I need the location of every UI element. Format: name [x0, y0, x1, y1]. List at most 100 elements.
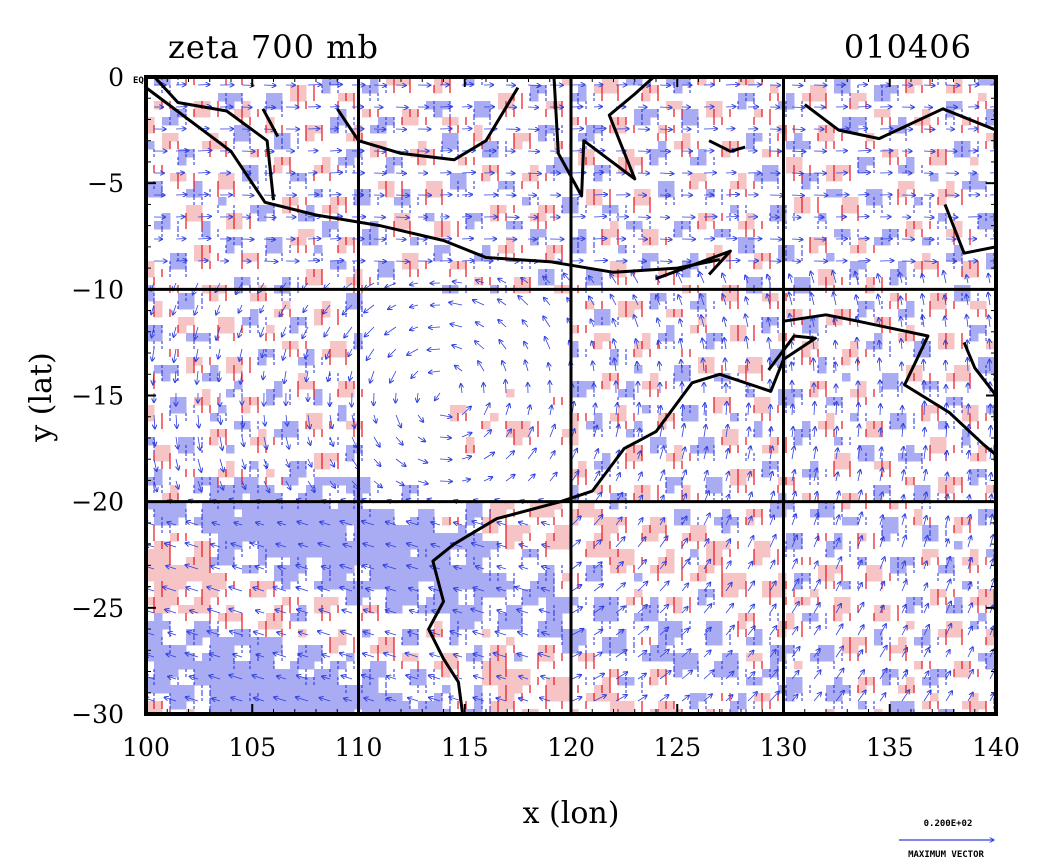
negative-vorticity-cell — [834, 541, 843, 550]
positive-vorticity-cell — [874, 429, 883, 438]
negative-vorticity-cell — [298, 357, 307, 366]
positive-vorticity-cell — [618, 117, 627, 126]
negative-vorticity-cell — [418, 525, 427, 534]
negative-vorticity-cell — [418, 701, 427, 710]
positive-vorticity-cell — [554, 677, 563, 686]
negative-vorticity-cell — [298, 605, 307, 614]
negative-vorticity-cell — [370, 77, 379, 86]
negative-vorticity-cell — [890, 709, 899, 714]
positive-vorticity-cell — [978, 445, 987, 454]
positive-vorticity-cell — [306, 277, 315, 286]
negative-vorticity-cell — [282, 517, 291, 526]
positive-vorticity-cell — [506, 501, 515, 510]
positive-vorticity-cell — [298, 373, 307, 382]
positive-vorticity-cell — [394, 221, 403, 230]
negative-vorticity-cell — [290, 701, 299, 710]
positive-vorticity-cell — [226, 173, 235, 182]
negative-vorticity-cell — [202, 677, 211, 686]
positive-vorticity-cell — [522, 677, 531, 686]
positive-vorticity-cell — [962, 661, 971, 670]
negative-vorticity-cell — [866, 197, 875, 206]
positive-vorticity-cell — [194, 597, 203, 606]
negative-vorticity-cell — [730, 709, 739, 714]
positive-vorticity-cell — [306, 133, 315, 142]
positive-vorticity-cell — [546, 205, 555, 214]
negative-vorticity-cell — [810, 461, 819, 470]
positive-vorticity-cell — [274, 165, 283, 174]
negative-vorticity-cell — [738, 93, 747, 102]
positive-vorticity-cell — [162, 605, 171, 614]
negative-vorticity-cell — [466, 509, 475, 518]
positive-vorticity-cell — [402, 117, 411, 126]
positive-vorticity-cell — [842, 461, 851, 470]
negative-vorticity-cell — [298, 525, 307, 534]
positive-vorticity-cell — [202, 389, 211, 398]
positive-vorticity-cell — [818, 277, 827, 286]
negative-vorticity-cell — [818, 645, 827, 654]
negative-vorticity-cell — [658, 621, 667, 630]
negative-vorticity-cell — [722, 517, 731, 526]
negative-vorticity-cell — [210, 685, 219, 694]
negative-vorticity-cell — [378, 269, 387, 278]
negative-vorticity-cell — [250, 493, 259, 502]
negative-vorticity-cell — [394, 693, 403, 702]
negative-vorticity-cell — [866, 453, 875, 462]
positive-vorticity-cell — [770, 85, 779, 94]
negative-vorticity-cell — [226, 517, 235, 526]
positive-vorticity-cell — [842, 349, 851, 358]
negative-vorticity-cell — [594, 125, 603, 134]
positive-vorticity-cell — [786, 613, 795, 622]
negative-vorticity-cell — [698, 437, 707, 446]
negative-vorticity-cell — [658, 141, 667, 150]
negative-vorticity-cell — [610, 613, 619, 622]
negative-vorticity-cell — [978, 365, 987, 374]
negative-vorticity-cell — [386, 117, 395, 126]
negative-vorticity-cell — [266, 349, 275, 358]
negative-vorticity-cell — [674, 477, 683, 486]
positive-vorticity-cell — [290, 237, 299, 246]
negative-vorticity-cell — [946, 565, 955, 574]
positive-vorticity-cell — [610, 701, 619, 710]
negative-vorticity-cell — [722, 669, 731, 678]
positive-vorticity-cell — [658, 701, 667, 710]
negative-vorticity-cell — [794, 141, 803, 150]
negative-vorticity-cell — [930, 533, 939, 542]
positive-vorticity-cell — [498, 701, 507, 710]
positive-vorticity-cell — [930, 149, 939, 158]
negative-vorticity-cell — [306, 709, 315, 714]
negative-vorticity-cell — [362, 709, 371, 714]
negative-vorticity-cell — [250, 309, 259, 318]
positive-vorticity-cell — [610, 77, 619, 86]
negative-vorticity-cell — [610, 605, 619, 614]
positive-vorticity-cell — [850, 93, 859, 102]
negative-vorticity-cell — [170, 645, 179, 654]
negative-vorticity-cell — [306, 349, 315, 358]
negative-vorticity-cell — [546, 581, 555, 590]
negative-vorticity-cell — [570, 93, 579, 102]
wind-vector — [197, 238, 211, 239]
negative-vorticity-cell — [266, 485, 275, 494]
positive-vorticity-cell — [306, 269, 315, 278]
negative-vorticity-cell — [930, 677, 939, 686]
negative-vorticity-cell — [490, 149, 499, 158]
positive-vorticity-cell — [722, 437, 731, 446]
positive-vorticity-cell — [610, 261, 619, 270]
negative-vorticity-cell — [738, 245, 747, 254]
negative-vorticity-cell — [554, 621, 563, 630]
positive-vorticity-cell — [698, 173, 707, 182]
positive-vorticity-cell — [754, 509, 763, 518]
negative-vorticity-cell — [546, 621, 555, 630]
negative-vorticity-cell — [218, 701, 227, 710]
positive-vorticity-cell — [970, 405, 979, 414]
positive-vorticity-cell — [602, 693, 611, 702]
wind-vector — [659, 107, 672, 108]
negative-vorticity-cell — [370, 237, 379, 246]
negative-vorticity-cell — [786, 253, 795, 262]
positive-vorticity-cell — [450, 413, 459, 422]
negative-vorticity-cell — [770, 205, 779, 214]
negative-vorticity-cell — [242, 701, 251, 710]
negative-vorticity-cell — [450, 141, 459, 150]
negative-vorticity-cell — [826, 541, 835, 550]
negative-vorticity-cell — [418, 605, 427, 614]
negative-vorticity-cell — [210, 373, 219, 382]
